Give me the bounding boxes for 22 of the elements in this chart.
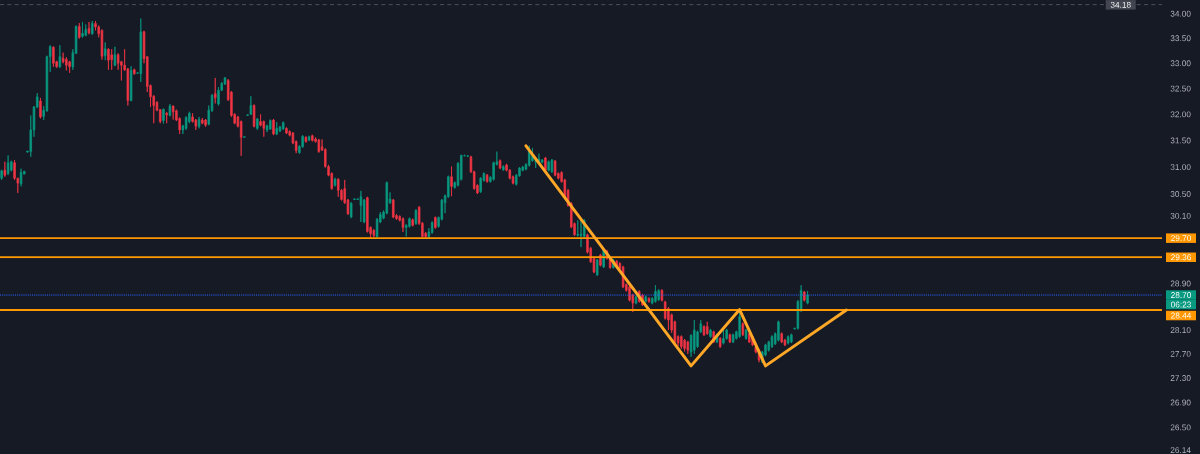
y-tick-label: 32.00 <box>1170 111 1191 118</box>
y-tick-label: 33.00 <box>1170 60 1191 67</box>
ref-line-label: 34.18 <box>1110 1 1131 8</box>
text: 06:23 <box>1170 301 1191 308</box>
y-tick-label: 34.00 <box>1170 10 1191 17</box>
y-tick-label: 26.90 <box>1170 399 1191 406</box>
y-tick-label: 30.50 <box>1170 191 1191 197</box>
ref-line-label: 28.70 <box>1171 292 1192 298</box>
y-tick-label: 33.50 <box>1170 35 1191 42</box>
y-tick-label: 27.70 <box>1170 350 1191 357</box>
y-tick-label: 30.10 <box>1170 212 1191 219</box>
y-tick-label: 26.14 <box>1170 447 1191 454</box>
y-tick-label: 26.50 <box>1170 424 1191 431</box>
ref-line-label: 29.70 <box>1171 235 1192 242</box>
y-tick-label: 27.30 <box>1170 375 1191 381</box>
y-tick-label: 32.50 <box>1170 85 1191 92</box>
y-tick-label: 28.10 <box>1170 327 1191 333</box>
y-tick-label: 28.90 <box>1170 280 1191 287</box>
ref-line-label: 29.36 <box>1171 254 1191 261</box>
y-tick-label: 31.00 <box>1170 164 1191 170</box>
ref-line-label: 28.44 <box>1171 312 1192 319</box>
y-tick-label: 31.50 <box>1170 137 1191 144</box>
